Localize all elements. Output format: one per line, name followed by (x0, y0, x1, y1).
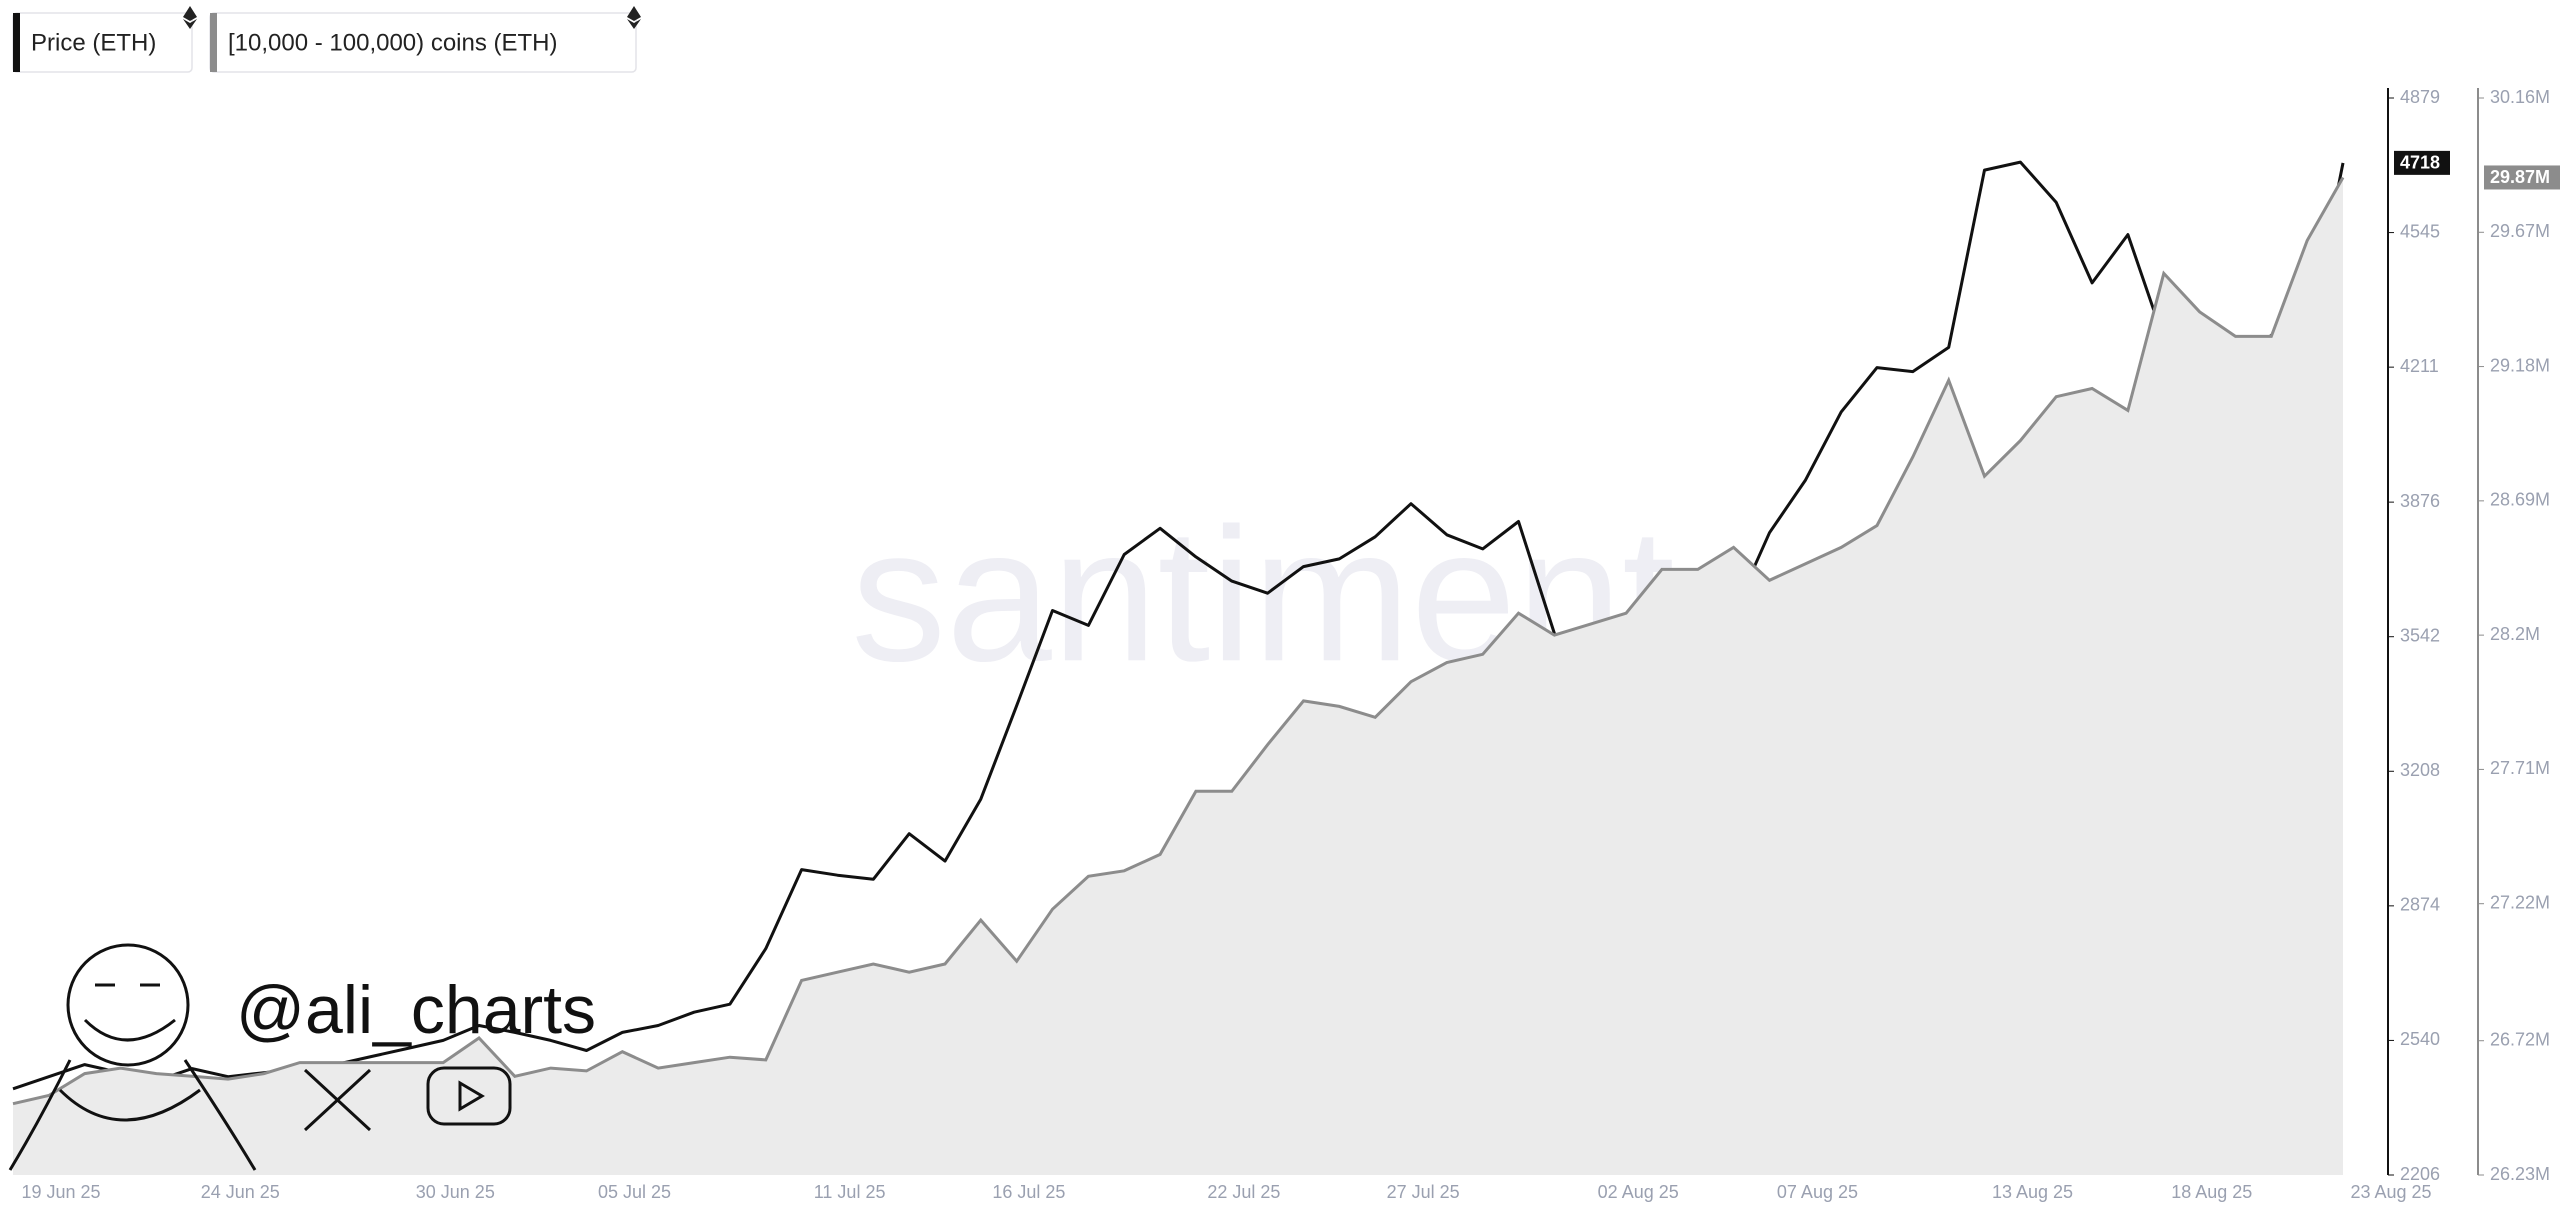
x-tick-label: 24 Jun 25 (201, 1182, 280, 1202)
y2-tick-label: 26.72M (2490, 1029, 2550, 1049)
avatar-head (66, 943, 190, 1067)
y-tick-label: 2540 (2400, 1029, 2440, 1049)
y2-tick-label: 28.69M (2490, 490, 2550, 510)
y2-tick-label: 27.22M (2490, 892, 2550, 912)
legend-label: Price (ETH) (31, 29, 156, 56)
legend: Price (ETH) [10,000 - 100,000) coins (ETH… (12, 6, 641, 73)
author-handle: @ali_charts (236, 972, 596, 1048)
x-tick-label: 11 Jul 25 (814, 1182, 886, 1202)
youtube-icon (426, 1066, 512, 1126)
y2-tick-label: 28.2M (2490, 624, 2540, 644)
x-tick-label: 07 Aug 25 (1777, 1182, 1858, 1202)
x-icon (303, 1068, 372, 1132)
value-badge-label: 29.87M (2490, 167, 2550, 187)
x-tick-label: 05 Jul 25 (598, 1182, 671, 1202)
y-tick-label: 3542 (2400, 625, 2440, 645)
x-tick-label: 18 Aug 25 (2171, 1182, 2252, 1202)
price-line (12, 160, 2345, 1091)
legend-label: [10,000 - 100,000) coins (ETH) (228, 29, 558, 56)
x-tick-label: 19 Jun 25 (21, 1182, 100, 1202)
x-tick-label: 02 Aug 25 (1598, 1182, 1679, 1202)
x-tick-label: 27 Jul 25 (1387, 1182, 1460, 1202)
y2-tick-label: 27.71M (2490, 758, 2550, 778)
background-layer: santiment2206254028743208354238764211454… (21, 87, 2560, 1202)
x-tick-label: 23 Aug 25 (2350, 1182, 2431, 1202)
data-layer (12, 160, 2345, 1175)
x-tick-label: 13 Aug 25 (1992, 1182, 2073, 1202)
avatar-body (8, 1059, 257, 1171)
value-badge-label: 4718 (2400, 153, 2440, 173)
y2-tick-label: 26.23M (2490, 1164, 2550, 1184)
x-tick-label: 30 Jun 25 (416, 1182, 495, 1202)
y2-tick-label: 29.18M (2490, 355, 2550, 375)
legend-eth-icon (183, 6, 197, 29)
x-tick-label: 22 Jul 25 (1207, 1182, 1280, 1202)
legend-eth-icon (627, 6, 641, 29)
y-tick-label: 4211 (2400, 356, 2439, 376)
area-line (12, 176, 2345, 1106)
value-badge (2394, 150, 2450, 175)
y-tick-label: 3208 (2400, 760, 2440, 780)
author-badge (8, 943, 512, 1171)
y2-tick-label: 29.67M (2490, 221, 2550, 241)
value-badge (2484, 165, 2560, 190)
y-tick-label: 4545 (2400, 221, 2440, 241)
avatar-smile (83, 1018, 176, 1042)
y-tick-label: 2874 (2400, 895, 2440, 915)
legend-swatch (13, 13, 20, 72)
area-fill (13, 177, 2343, 1175)
x-tick-label: 16 Jul 25 (992, 1182, 1065, 1202)
youtube-play (458, 1080, 485, 1112)
y-tick-label: 2206 (2400, 1164, 2440, 1184)
y2-tick-label: 30.16M (2490, 87, 2550, 107)
y-tick-label: 4879 (2400, 87, 2440, 107)
y-tick-label: 3876 (2400, 491, 2440, 511)
legend-swatch (210, 13, 217, 72)
